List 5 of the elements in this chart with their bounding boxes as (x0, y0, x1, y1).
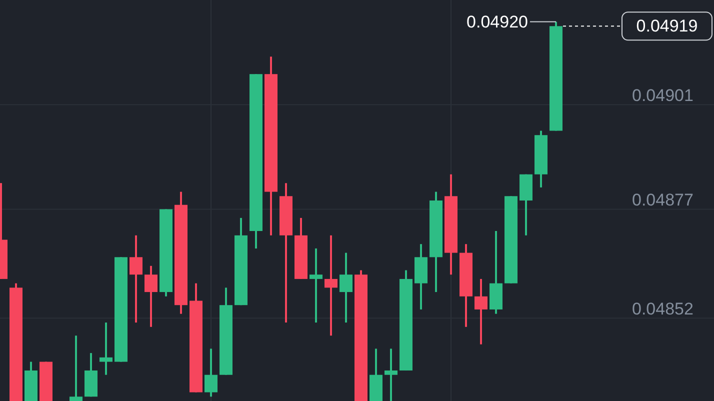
annotation: 0.04920 (466, 12, 528, 32)
ref-line-label: 0.04919 (636, 16, 698, 36)
y-tick-label: 0.04877 (632, 190, 694, 210)
y-tick-label: 0.04852 (632, 300, 694, 319)
y-tick-label: 0.04901 (632, 86, 694, 106)
